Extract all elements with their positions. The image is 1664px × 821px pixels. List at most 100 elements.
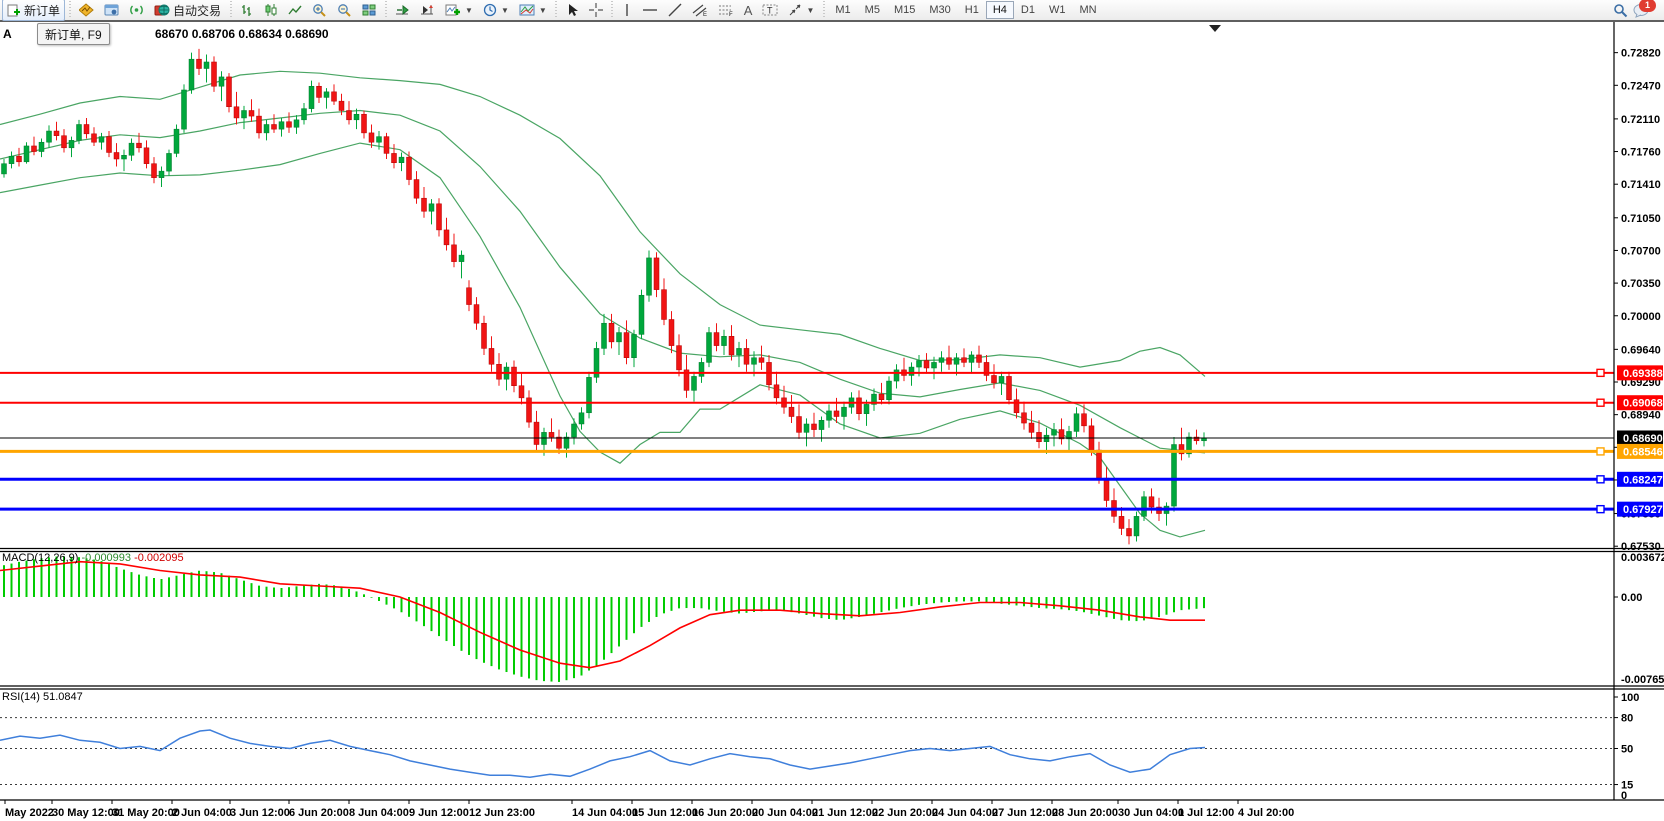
rsi-axis-label: 15 bbox=[1621, 780, 1633, 792]
candle-body bbox=[383, 136, 390, 154]
trendline-tool-button[interactable] bbox=[663, 0, 687, 21]
timeframe-button-m1[interactable]: M1 bbox=[835, 4, 851, 16]
candle-body bbox=[1141, 496, 1147, 517]
rsi-axis-label: 80 bbox=[1621, 713, 1633, 725]
text-tool-icon: A bbox=[743, 2, 753, 18]
candle-body bbox=[938, 357, 945, 363]
price-label-box bbox=[1617, 443, 1663, 459]
candle-body bbox=[676, 345, 682, 371]
candle-body bbox=[391, 153, 397, 163]
tile-windows-button[interactable] bbox=[357, 0, 381, 21]
candle-body bbox=[931, 362, 937, 369]
macd-axis-max: 0.003672 bbox=[1621, 552, 1664, 564]
text-label-tool-button[interactable]: T bbox=[757, 0, 783, 21]
auto-scroll-icon bbox=[396, 4, 409, 16]
candle-body bbox=[1081, 413, 1087, 427]
candle-body bbox=[773, 384, 780, 399]
candle-body bbox=[458, 254, 465, 262]
timeframe-button-m5[interactable]: M5 bbox=[864, 4, 880, 16]
line-endpoint-marker[interactable] bbox=[1596, 447, 1605, 456]
templates-button[interactable]: ▼ bbox=[514, 0, 552, 21]
price-axis-label: 0.69640 bbox=[1621, 344, 1661, 356]
candle-body bbox=[893, 369, 900, 382]
timeframe-button-m15[interactable]: M15 bbox=[893, 4, 916, 16]
candle-body bbox=[788, 406, 795, 417]
candle-body bbox=[721, 336, 727, 346]
line-chart-mode-button[interactable] bbox=[283, 0, 307, 21]
candle-body bbox=[241, 110, 247, 119]
autotrading-button[interactable]: 自动交易 bbox=[149, 0, 226, 21]
line-endpoint-marker[interactable] bbox=[1596, 475, 1605, 484]
crosshair-tool-button[interactable] bbox=[584, 0, 608, 21]
timeframe-button-w1[interactable]: W1 bbox=[1048, 4, 1066, 16]
chart-shift-marker[interactable] bbox=[1209, 25, 1221, 32]
svg-text:T: T bbox=[767, 6, 773, 16]
text-tool-button[interactable]: A bbox=[739, 0, 758, 21]
candlestick-mode-button[interactable] bbox=[259, 0, 283, 21]
price-axis-label: 0.72470 bbox=[1621, 80, 1661, 92]
candle-body bbox=[533, 421, 540, 445]
zoom-in-icon bbox=[313, 4, 326, 17]
new-order-button[interactable]: 新订单 bbox=[2, 0, 66, 21]
line-endpoint-marker[interactable] bbox=[1596, 504, 1605, 514]
toolbar-separator bbox=[821, 1, 827, 19]
candle-body bbox=[173, 128, 180, 154]
candle-body bbox=[856, 397, 862, 414]
search-button[interactable] bbox=[1608, 0, 1633, 21]
rsi-axis-label: 50 bbox=[1621, 744, 1633, 756]
indicators-button[interactable]: ▼ bbox=[440, 0, 478, 21]
candle-body bbox=[53, 130, 60, 136]
timeframe-button-m30[interactable]: M30 bbox=[929, 4, 951, 16]
candle-body bbox=[151, 163, 157, 178]
cursor-tool-button[interactable] bbox=[561, 0, 584, 21]
price-label-text: 0.69388 bbox=[1623, 368, 1663, 380]
candle-body bbox=[278, 121, 285, 130]
bar-chart-mode-button[interactable] bbox=[235, 0, 259, 21]
candle-body bbox=[68, 140, 75, 149]
candle-body bbox=[121, 155, 127, 160]
candle-body bbox=[1133, 516, 1140, 537]
signals-button[interactable] bbox=[124, 0, 149, 21]
auto-scroll-button[interactable] bbox=[390, 0, 415, 21]
candle-body bbox=[556, 436, 562, 449]
candle-body bbox=[691, 376, 697, 391]
candle-body bbox=[1036, 432, 1042, 442]
candle-body bbox=[361, 113, 367, 134]
periods-button[interactable]: ▼ bbox=[478, 0, 514, 21]
autotrading-label: 自动交易 bbox=[173, 3, 222, 18]
horizontal-line-tool-button[interactable] bbox=[637, 0, 663, 21]
candle-body bbox=[1051, 429, 1057, 436]
arrows-tool-button[interactable]: ▼ bbox=[783, 0, 819, 21]
timeframe-button-h1[interactable]: H1 bbox=[964, 4, 979, 16]
bar-chart-icon bbox=[242, 5, 252, 16]
zoom-out-button[interactable] bbox=[332, 0, 357, 21]
line-endpoint-marker[interactable] bbox=[1596, 368, 1605, 378]
line-endpoint-marker[interactable] bbox=[1596, 398, 1605, 407]
new-order-tooltip: 新订单, F9 bbox=[37, 23, 110, 45]
crosshair-icon bbox=[588, 3, 603, 17]
clock-icon bbox=[483, 3, 497, 17]
chart-shift-button[interactable] bbox=[415, 0, 440, 21]
toolbar-separator bbox=[67, 1, 73, 19]
candle-body bbox=[248, 110, 255, 117]
candle-body bbox=[1126, 528, 1132, 537]
timeframe-button-d1[interactable]: D1 bbox=[1020, 4, 1035, 16]
timeframe-button-mn[interactable]: MN bbox=[1079, 4, 1097, 16]
candle-body bbox=[1021, 412, 1027, 424]
profiles-button[interactable] bbox=[99, 0, 124, 21]
candle-body bbox=[106, 136, 112, 153]
channel-tool-button[interactable]: E bbox=[687, 0, 713, 21]
price-axis-label: 0.70700 bbox=[1621, 245, 1661, 257]
price-axis-label: 0.72820 bbox=[1621, 48, 1661, 60]
fibonacci-tool-button[interactable]: F bbox=[713, 0, 739, 21]
vertical-line-tool-button[interactable] bbox=[617, 0, 637, 21]
zoom-in-button[interactable] bbox=[307, 0, 332, 21]
new-chart-button[interactable] bbox=[74, 0, 99, 21]
candle-body bbox=[38, 141, 45, 152]
timeframe-button-h4[interactable]: H4 bbox=[985, 1, 1014, 19]
candle-body bbox=[466, 287, 472, 305]
price-label-text: 0.68690 bbox=[1623, 433, 1663, 445]
notifications-button[interactable]: 1 bbox=[1633, 0, 1656, 18]
notification-badge: 1 bbox=[1639, 0, 1656, 12]
